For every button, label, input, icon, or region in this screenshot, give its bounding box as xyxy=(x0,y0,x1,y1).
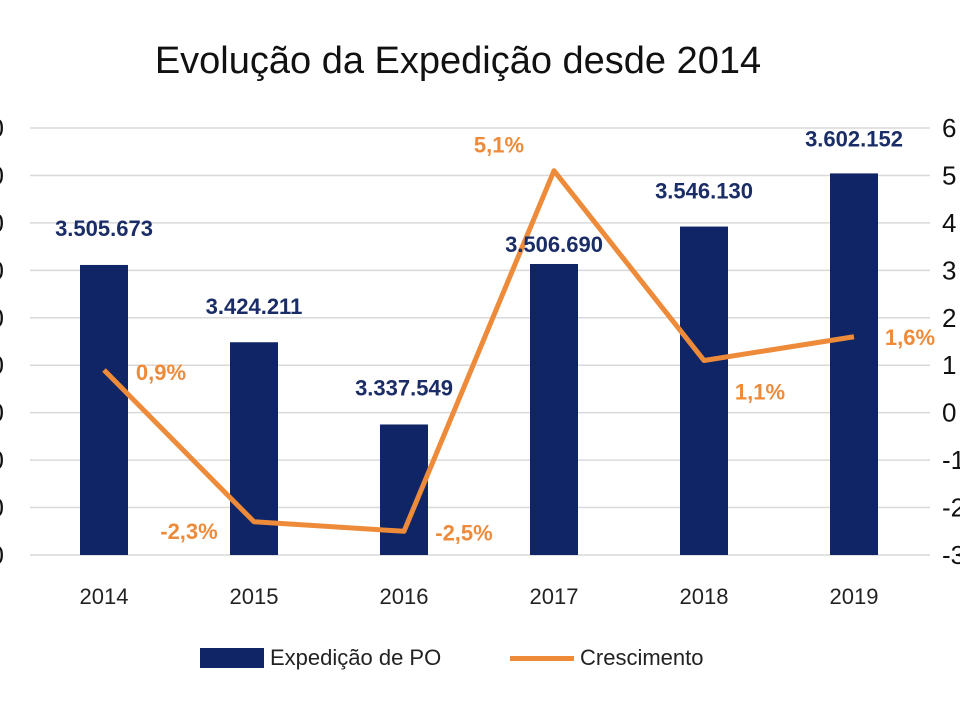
line-data-label: 1,6% xyxy=(885,325,935,350)
bar xyxy=(80,264,128,555)
bar-data-label: 3.424.211 xyxy=(206,294,303,319)
x-axis-tick-label: 2014 xyxy=(80,584,129,609)
left-axis-tick-label: 0 xyxy=(0,493,4,523)
right-axis-tick-label: 1 xyxy=(942,350,956,380)
line-data-label: 5,1% xyxy=(474,133,524,158)
right-axis-tick-label: 0 xyxy=(942,398,956,428)
line-data-label: 0,9% xyxy=(136,360,186,385)
left-axis-tick-label: 0 xyxy=(0,160,4,190)
right-axis-tick-label: 6 xyxy=(942,113,956,143)
legend-label-line: Crescimento xyxy=(580,645,704,670)
bar-data-label: 3.546.130 xyxy=(655,179,753,204)
growth-line xyxy=(102,168,855,534)
legend-label-bars: Expedição de PO xyxy=(270,645,442,670)
bar xyxy=(680,226,728,555)
left-axis-tick-label: 0 xyxy=(0,398,4,428)
line-data-label: -2,3% xyxy=(160,519,217,544)
right-axis-tick-label: 4 xyxy=(942,208,956,238)
left-axis-tick-label: 0 xyxy=(0,208,4,238)
bar-data-label: 3.337.549 xyxy=(355,375,453,400)
left-axis-tick-label: 0 xyxy=(0,255,4,285)
bar-data-label: 3.506.690 xyxy=(505,232,603,257)
left-axis-tick-label: 0 xyxy=(0,350,4,380)
left-axis-tick-label: 0 xyxy=(0,303,4,333)
x-axis-tick-label: 2018 xyxy=(680,584,729,609)
legend-item-line: Crescimento xyxy=(510,645,703,671)
x-axis-tick-label: 2016 xyxy=(380,584,429,609)
bar xyxy=(830,173,878,555)
x-axis-tick-label: 2017 xyxy=(530,584,579,609)
right-axis-tick-label: 2 xyxy=(942,303,956,333)
right-axis-tick-label: -1 xyxy=(942,445,960,475)
left-axis-tick-label: 0 xyxy=(0,540,4,570)
legend-swatch-line xyxy=(510,655,574,661)
x-axis-tick-label: 2019 xyxy=(830,584,879,609)
line-data-label: 1,1% xyxy=(735,379,785,404)
left-axis-tick-label: 0 xyxy=(0,113,4,143)
right-axis-tick-label: 3 xyxy=(942,255,956,285)
bar xyxy=(530,263,578,555)
line-data-label: -2,5% xyxy=(435,520,492,545)
right-axis-tick-label: -2 xyxy=(942,493,960,523)
bar-data-label: 3.505.673 xyxy=(55,216,153,241)
x-axis-tick-label: 2015 xyxy=(230,584,279,609)
bar-data-label: 3.602.152 xyxy=(805,126,903,151)
right-axis-tick-label: 5 xyxy=(942,160,956,190)
right-axis-tick-label: -3 xyxy=(942,540,960,570)
left-axis-tick-label: 0 xyxy=(0,445,4,475)
chart-title: Evolução da Expedição desde 2014 xyxy=(154,40,762,82)
legend-item-bars: Expedição de PO xyxy=(200,645,441,671)
legend-swatch-bar xyxy=(200,648,264,668)
